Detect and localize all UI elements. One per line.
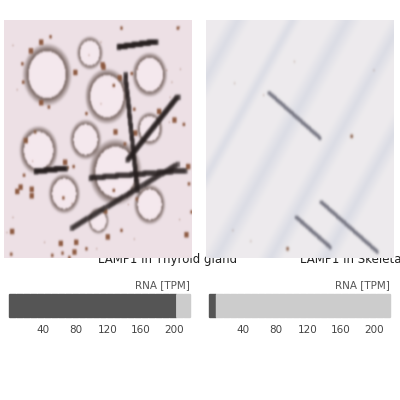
FancyBboxPatch shape <box>320 294 328 318</box>
FancyBboxPatch shape <box>78 294 87 318</box>
FancyBboxPatch shape <box>148 294 156 318</box>
FancyBboxPatch shape <box>99 294 108 318</box>
FancyBboxPatch shape <box>251 294 259 318</box>
FancyBboxPatch shape <box>92 294 100 318</box>
FancyBboxPatch shape <box>64 294 73 318</box>
FancyBboxPatch shape <box>348 294 356 318</box>
FancyBboxPatch shape <box>327 294 336 318</box>
Text: 80: 80 <box>269 325 282 335</box>
FancyBboxPatch shape <box>155 294 163 318</box>
Text: LAMP1 in Thyroid gland: LAMP1 in Thyroid gland <box>98 253 237 266</box>
FancyBboxPatch shape <box>106 294 114 318</box>
Text: 160: 160 <box>331 325 351 335</box>
FancyBboxPatch shape <box>176 294 184 318</box>
FancyBboxPatch shape <box>141 294 149 318</box>
FancyBboxPatch shape <box>244 294 252 318</box>
Text: RNA [TPM]: RNA [TPM] <box>135 280 190 290</box>
FancyBboxPatch shape <box>44 294 52 318</box>
FancyBboxPatch shape <box>376 294 384 318</box>
Text: RNA [TPM]: RNA [TPM] <box>335 280 390 290</box>
Text: 200: 200 <box>164 325 184 335</box>
FancyBboxPatch shape <box>169 294 177 318</box>
FancyBboxPatch shape <box>299 294 308 318</box>
FancyBboxPatch shape <box>58 294 66 318</box>
FancyBboxPatch shape <box>30 294 38 318</box>
FancyBboxPatch shape <box>383 294 391 318</box>
FancyBboxPatch shape <box>37 294 45 318</box>
Text: 40: 40 <box>236 325 249 335</box>
FancyBboxPatch shape <box>127 294 136 318</box>
FancyBboxPatch shape <box>16 294 24 318</box>
Text: 40: 40 <box>36 325 49 335</box>
FancyBboxPatch shape <box>23 294 31 318</box>
FancyBboxPatch shape <box>272 294 280 318</box>
FancyBboxPatch shape <box>369 294 377 318</box>
FancyBboxPatch shape <box>313 294 322 318</box>
FancyBboxPatch shape <box>258 294 266 318</box>
FancyBboxPatch shape <box>278 294 287 318</box>
Text: 80: 80 <box>69 325 82 335</box>
FancyBboxPatch shape <box>51 294 59 318</box>
FancyBboxPatch shape <box>134 294 142 318</box>
FancyBboxPatch shape <box>334 294 342 318</box>
Text: 120: 120 <box>98 325 118 335</box>
FancyBboxPatch shape <box>223 294 231 318</box>
FancyBboxPatch shape <box>86 294 94 318</box>
Text: 200: 200 <box>364 325 384 335</box>
FancyBboxPatch shape <box>216 294 224 318</box>
FancyBboxPatch shape <box>286 294 294 318</box>
FancyBboxPatch shape <box>9 294 17 318</box>
Text: 160: 160 <box>131 325 151 335</box>
FancyBboxPatch shape <box>292 294 301 318</box>
FancyBboxPatch shape <box>264 294 273 318</box>
FancyBboxPatch shape <box>113 294 122 318</box>
Text: LAMP1 in Skeletal muscle: LAMP1 in Skeletal muscle <box>300 253 400 266</box>
FancyBboxPatch shape <box>162 294 170 318</box>
FancyBboxPatch shape <box>341 294 349 318</box>
FancyBboxPatch shape <box>72 294 80 318</box>
FancyBboxPatch shape <box>362 294 370 318</box>
FancyBboxPatch shape <box>237 294 245 318</box>
FancyBboxPatch shape <box>209 294 217 318</box>
FancyBboxPatch shape <box>355 294 363 318</box>
FancyBboxPatch shape <box>183 294 191 318</box>
FancyBboxPatch shape <box>306 294 314 318</box>
FancyBboxPatch shape <box>120 294 128 318</box>
Text: 120: 120 <box>298 325 318 335</box>
FancyBboxPatch shape <box>230 294 238 318</box>
